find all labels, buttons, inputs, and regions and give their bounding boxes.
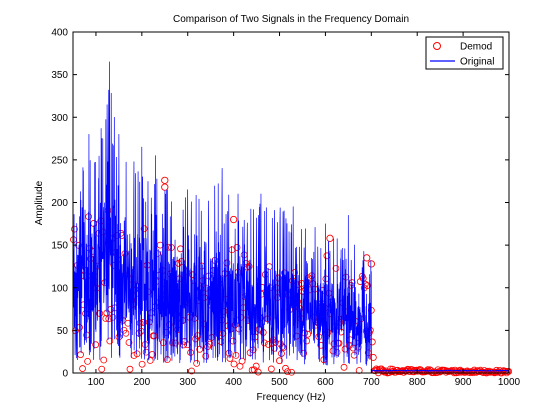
demod-point xyxy=(161,183,169,191)
demod-point xyxy=(109,313,117,321)
demod-point xyxy=(260,339,268,347)
demod-point xyxy=(122,329,130,337)
x-tick-label: 600 xyxy=(317,377,334,388)
demod-point xyxy=(140,225,148,233)
demod-point xyxy=(284,368,291,376)
demod-point xyxy=(146,357,154,364)
legend-demod-marker xyxy=(433,42,441,50)
x-tick-label: 200 xyxy=(133,377,150,388)
x-tick-label: 300 xyxy=(179,377,196,388)
x-tick-label: 1000 xyxy=(498,377,521,388)
x-tick-label: 900 xyxy=(455,377,472,388)
x-tick-label: 100 xyxy=(88,377,105,388)
demod-point xyxy=(326,234,334,242)
demod-point xyxy=(303,337,311,345)
y-tick-label: 200 xyxy=(51,198,68,209)
x-tick-label: 500 xyxy=(271,377,288,388)
demod-point xyxy=(169,339,176,347)
chart-title: Comparison of Two Signals in the Frequen… xyxy=(173,14,409,25)
demod-point xyxy=(279,343,286,351)
demod-point xyxy=(172,339,179,347)
demod-point xyxy=(138,360,146,368)
demod-point xyxy=(100,356,108,364)
demod-point xyxy=(340,363,348,371)
demod-point xyxy=(282,364,289,372)
y-tick-label: 150 xyxy=(51,241,68,252)
y-tick-label: 300 xyxy=(51,113,68,124)
demod-point xyxy=(106,337,114,345)
demod-point xyxy=(355,367,363,374)
demod-point xyxy=(238,357,246,365)
original-series xyxy=(72,61,510,372)
demod-point xyxy=(229,215,238,224)
y-tick-label: 400 xyxy=(51,28,68,39)
demod-point xyxy=(126,365,134,373)
demod-point xyxy=(71,225,78,233)
legend: Demod Original xyxy=(425,36,504,70)
demod-point xyxy=(226,355,234,362)
demod-point xyxy=(332,264,340,272)
legend-box xyxy=(425,36,504,70)
demod-point xyxy=(188,367,195,375)
demod-point xyxy=(372,365,380,373)
x-axis-ticks: 100 200 300 400 500 600 700 800 900 1000 xyxy=(88,32,521,388)
x-axis-label: Frequency (Hz) xyxy=(257,392,326,403)
y-tick-label: 50 xyxy=(57,326,69,337)
original-line xyxy=(72,61,510,372)
demod-point xyxy=(276,357,283,365)
demod-point xyxy=(267,365,275,373)
y-axis-label: Amplitude xyxy=(34,180,45,225)
y-tick-label: 350 xyxy=(51,70,68,81)
x-tick-label: 700 xyxy=(363,377,380,388)
demod-point xyxy=(163,356,171,363)
legend-original-label: Original xyxy=(460,57,494,68)
demod-point xyxy=(196,345,204,353)
demod-point xyxy=(288,368,295,376)
demod-point xyxy=(98,365,106,373)
demod-point xyxy=(202,352,210,360)
demod-point xyxy=(230,360,238,368)
demod-point xyxy=(367,260,375,268)
x-tick-label: 800 xyxy=(409,377,426,388)
demod-point xyxy=(92,341,100,349)
demod-point xyxy=(79,365,86,372)
demod-point xyxy=(133,350,141,358)
y-tick-label: 0 xyxy=(62,369,68,380)
demod-point xyxy=(254,368,262,376)
demod-point xyxy=(125,339,133,346)
demod-point xyxy=(193,359,201,367)
y-axis-ticks: 0 50 100 150 200 250 300 350 400 xyxy=(51,28,509,380)
demod-point xyxy=(84,357,91,365)
demod-point xyxy=(115,333,123,341)
y-tick-label: 100 xyxy=(51,283,68,294)
demod-point xyxy=(233,244,241,251)
legend-demod-label: Demod xyxy=(460,42,492,53)
y-tick-label: 250 xyxy=(51,155,68,166)
demod-point xyxy=(252,362,260,370)
demod-point xyxy=(341,345,349,353)
demod-point xyxy=(369,354,377,361)
x-tick-label: 400 xyxy=(225,377,242,388)
